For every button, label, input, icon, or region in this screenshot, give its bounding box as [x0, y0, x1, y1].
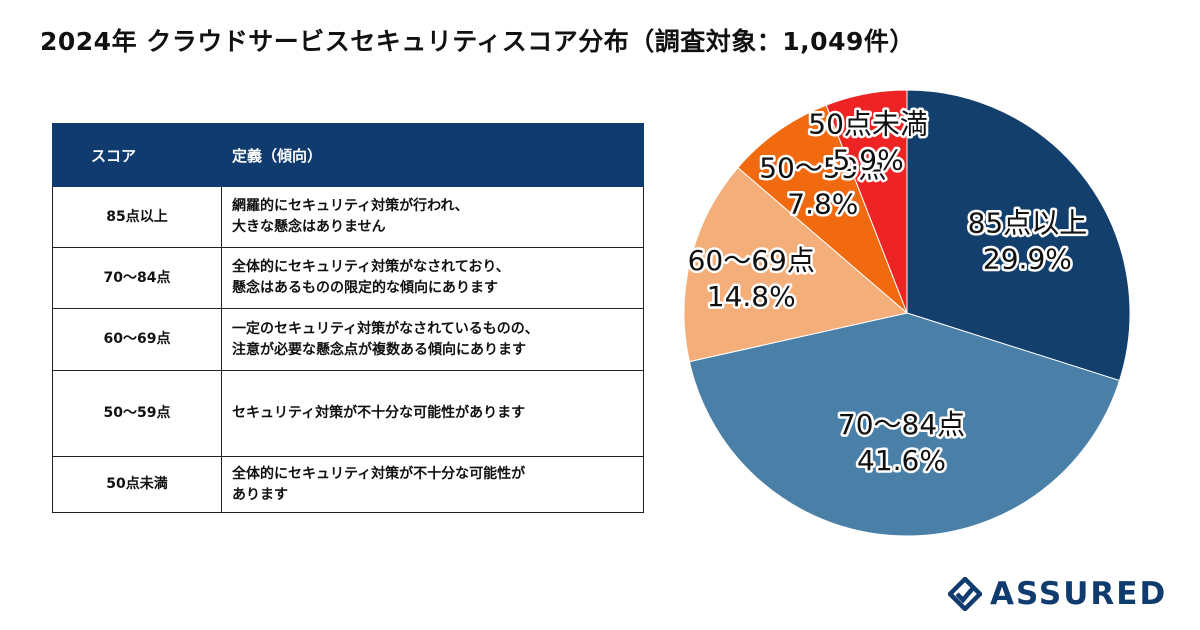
pie-slice-2	[688, 312, 1121, 537]
logo-text: ASSURED	[990, 576, 1168, 612]
table-row: 85点以上 網羅的にセキュリティ対策が行われ、 大きな懸念はありません	[52, 186, 644, 248]
definition-line: 大きな懸念はありません	[232, 219, 386, 235]
slice-label-1: 85点以上 29.9%	[968, 207, 1088, 276]
pie-slice-4	[737, 104, 908, 314]
assured-diamond-icon	[948, 577, 982, 611]
definition-cell: セキュリティ対策が不十分な可能性があります	[221, 370, 644, 457]
definition-line: セキュリティ対策が不十分な可能性があります	[232, 405, 526, 421]
table-header-row: スコア 定義（傾向）	[52, 123, 644, 187]
slice-value-label: 7.8%	[787, 188, 858, 221]
definition-cell: 一定のセキュリティ対策がなされているものの、 注意が必要な懸念点が複数ある傾向に…	[221, 308, 644, 371]
pie-slice-3	[683, 166, 909, 363]
definition-cell: 網羅的にセキュリティ対策が行われ、 大きな懸念はありません	[221, 186, 644, 248]
header-definition: 定義（傾向）	[221, 123, 644, 187]
table-row: 60〜69点 一定のセキュリティ対策がなされているものの、 注意が必要な懸念点が…	[52, 308, 644, 371]
pie-slice-1	[906, 89, 1131, 382]
slice-value-label: 41.6%	[857, 444, 946, 477]
definition-line: 一定のセキュリティ対策がなされているものの、	[232, 320, 539, 337]
header-score: スコア	[52, 123, 222, 187]
assured-logo: ASSURED	[948, 574, 1167, 614]
score-definition-table: スコア 定義（傾向） 85点以上 網羅的にセキュリティ対策が行われ、 大きな懸念…	[52, 123, 644, 513]
slice-label-4: 50〜59点 7.8%	[759, 152, 886, 221]
slice-value-label: 29.9%	[983, 243, 1072, 276]
slice-label-5: 50点未満 5.9%	[808, 108, 928, 177]
score-cell: 70〜84点	[52, 247, 222, 309]
score-cell: 85点以上	[52, 186, 222, 248]
slice-category-label: 60〜69点	[688, 244, 815, 277]
definition-line: 全体的にセキュリティ対策がなされており、	[232, 259, 510, 275]
slice-label-2: 70〜84点 41.6%	[838, 408, 965, 477]
table-row: 50点未満 全体的にセキュリティ対策が不十分な可能性が あります	[52, 456, 644, 513]
score-cell: 50点未満	[52, 456, 222, 513]
score-cell: 50〜59点	[52, 370, 222, 457]
slice-category-label: 50〜59点	[759, 152, 886, 185]
pie-slice-5	[825, 89, 908, 314]
slice-category-label: 85点以上	[968, 207, 1088, 240]
definition-cell: 全体的にセキュリティ対策がなされており、 懸念はあるものの限定的な傾向にあります	[221, 247, 644, 309]
slice-value-label: 5.9%	[833, 144, 904, 177]
slice-category-label: 70〜84点	[838, 408, 965, 441]
table-row: 50〜59点 セキュリティ対策が不十分な可能性があります	[52, 370, 644, 457]
score-cell: 60〜69点	[52, 308, 222, 371]
score-distribution-pie-chart: 85点以上 29.9% 70〜84点 41.6% 60〜69点 14.8% 50〜59点 7.…	[683, 89, 1131, 537]
definition-line: あります	[232, 486, 288, 503]
slice-label-3: 60〜69点 14.8%	[688, 244, 815, 313]
slice-category-label: 50点未満	[808, 108, 928, 141]
table-row: 70〜84点 全体的にセキュリティ対策がなされており、 懸念はあるものの限定的な…	[52, 247, 644, 309]
definition-line: 網羅的にセキュリティ対策が行われ、	[232, 198, 469, 214]
definition-cell: 全体的にセキュリティ対策が不十分な可能性が あります	[221, 456, 644, 513]
page-title: 2024年 クラウドサービスセキュリティスコア分布（調査対象：1,049件）	[40, 27, 915, 56]
definition-line: 全体的にセキュリティ対策が不十分な可能性が	[232, 465, 526, 482]
definition-line: 注意が必要な懸念点が複数ある傾向にあります	[232, 341, 526, 358]
slice-value-label: 14.8%	[707, 280, 796, 313]
definition-line: 懸念はあるものの限定的な傾向にあります	[232, 280, 498, 296]
